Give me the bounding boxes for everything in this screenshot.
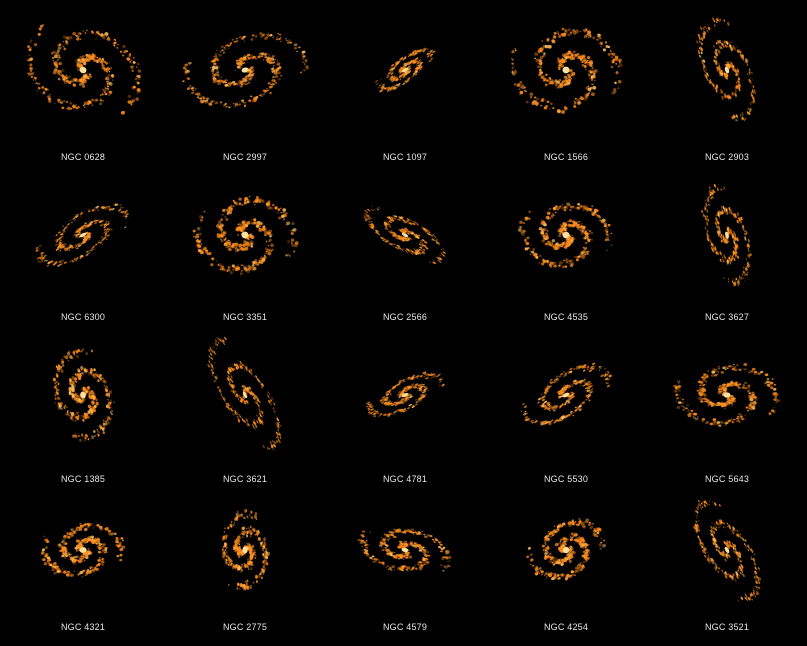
galaxy-tile (3, 325, 163, 485)
galaxy-core (401, 67, 409, 73)
galaxy-tile (3, 165, 163, 325)
galaxy-core (241, 67, 249, 73)
galaxy-image (357, 528, 452, 572)
galaxy-tile (3, 480, 163, 640)
galaxy-image (693, 499, 762, 602)
galaxy-tile (486, 480, 646, 640)
galaxy-label: NGC 2997 (222, 152, 268, 162)
galaxy-core (241, 231, 249, 239)
galaxy-label: NGC 3621 (222, 474, 268, 484)
galaxy-image (526, 517, 606, 581)
galaxy-image (517, 202, 613, 269)
galaxy-image (363, 205, 446, 265)
galaxy-label: NGC 1566 (543, 152, 589, 162)
galaxy-label: NGC 3627 (704, 312, 750, 322)
galaxy-tile (647, 480, 807, 640)
galaxy-image (35, 202, 129, 267)
galaxy-tile (486, 165, 646, 325)
galaxy-image (520, 362, 613, 426)
galaxy-tile (325, 480, 485, 640)
galaxy-image (701, 183, 752, 287)
galaxy-label: NGC 4254 (543, 622, 589, 632)
galaxy-label: NGC 1385 (60, 474, 106, 484)
galaxy-image (207, 336, 282, 451)
galaxy-core (79, 66, 87, 74)
galaxy-label: NGC 1097 (382, 152, 428, 162)
galaxy-core (79, 232, 87, 238)
galaxy-image (182, 32, 310, 109)
galaxy-tile (165, 0, 325, 160)
galaxy-core (723, 392, 731, 398)
galaxy-label: NGC 5530 (543, 474, 589, 484)
galaxy-core (79, 547, 87, 553)
galaxy-image (52, 348, 115, 442)
galaxy-core (80, 391, 86, 399)
galaxy-image (673, 362, 780, 427)
galaxy-image (40, 522, 126, 578)
galaxy-label: NGC 6300 (60, 312, 106, 322)
galaxy-label: NGC 5643 (704, 474, 750, 484)
galaxy-core (401, 392, 409, 398)
galaxy-label: NGC 4321 (60, 622, 106, 632)
galaxy-tile (165, 165, 325, 325)
galaxy-label: NGC 3351 (222, 312, 268, 322)
galaxy-core (242, 391, 248, 399)
galaxy-tile (3, 0, 163, 160)
galaxy-core (562, 66, 570, 74)
galaxy-core (401, 547, 409, 553)
galaxy-image (510, 27, 623, 114)
galaxy-core (725, 231, 729, 239)
galaxy-image (375, 47, 436, 93)
galaxy-label: NGC 2775 (222, 622, 268, 632)
galaxy-label: NGC 4579 (382, 622, 428, 632)
galaxy-image (192, 195, 299, 276)
galaxy-image (221, 508, 270, 591)
galaxy-tile (325, 165, 485, 325)
galaxy-image (366, 371, 445, 418)
galaxy-tile (165, 480, 325, 640)
galaxy-core (242, 546, 248, 554)
galaxy-core (562, 392, 570, 398)
galaxy-image (26, 24, 142, 115)
galaxy-label: NGC 4781 (382, 474, 428, 484)
galaxy-tile (325, 0, 485, 160)
galaxy-tile (325, 325, 485, 485)
galaxy-tile (165, 325, 325, 485)
galaxy-image (696, 17, 757, 122)
galaxy-core (562, 546, 570, 554)
galaxy-label: NGC 4535 (543, 312, 589, 322)
galaxy-tile (647, 165, 807, 325)
galaxy-label: NGC 3521 (704, 622, 750, 632)
galaxy-label: NGC 2566 (382, 312, 428, 322)
galaxy-core (401, 232, 409, 238)
galaxy-tile (486, 325, 646, 485)
galaxy-core (724, 546, 730, 554)
galaxy-tile (486, 0, 646, 160)
galaxy-core (724, 66, 730, 74)
galaxy-core (562, 231, 570, 239)
galaxy-label: NGC 2903 (704, 152, 750, 162)
galaxy-label: NGC 0628 (60, 152, 106, 162)
galaxy-tile (647, 0, 807, 160)
galaxy-tile (647, 325, 807, 485)
